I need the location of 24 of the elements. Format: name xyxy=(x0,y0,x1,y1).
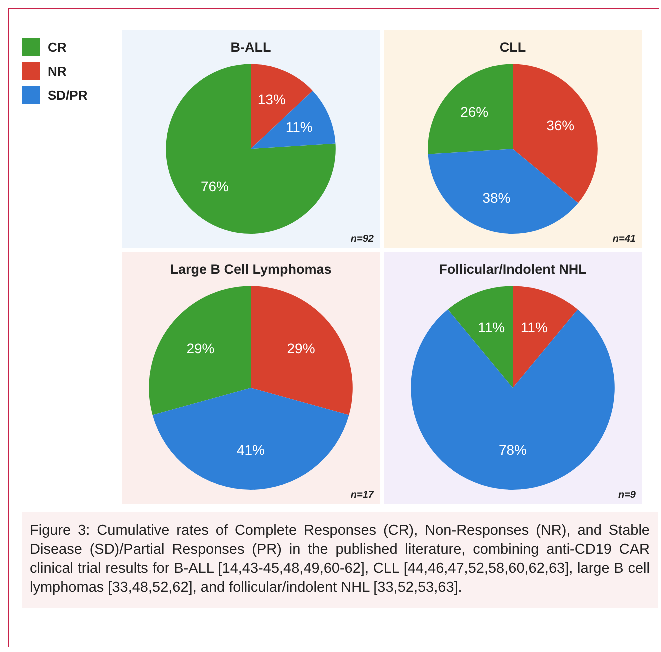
legend-label: NR xyxy=(48,64,67,78)
data-label: 11% xyxy=(520,320,548,336)
caption: Figure 3: Cumulative rates of Complete Responses (CR), Non-Responses (NR), and Stable Disease (SD)/Partial Responses (PR) in the published literature, combining anti-CD19 CAR clinical trial results for B-ALL [14,43-45,48,49,60-62], CLL [44,46,47,52,58,60,62,63], large B cell lymphomas [33,48,52,62], and follicular/indolent NHL [33,52,53,63]. xyxy=(22,512,658,608)
data-label: 38% xyxy=(482,190,511,206)
data-label: 11% xyxy=(478,320,506,336)
data-label: 29% xyxy=(186,340,215,357)
text: n=9 xyxy=(618,490,636,501)
data-label: 78% xyxy=(498,442,528,458)
data-label: 41% xyxy=(236,442,266,458)
data-label: 36% xyxy=(546,118,575,134)
data-label: 29% xyxy=(287,340,316,357)
chart-title: Follicular/Indolent NHL xyxy=(439,262,587,277)
data-label: 13% xyxy=(258,92,286,108)
text: n=92 xyxy=(350,234,374,245)
text: n=41 xyxy=(612,234,636,245)
data-label: 11% xyxy=(286,119,313,136)
legend-label: SD/PR xyxy=(48,88,88,102)
chart-title: CLL xyxy=(500,40,526,55)
legend-label: CR xyxy=(48,40,67,54)
chart-title: B-ALL xyxy=(230,40,272,55)
data-label: 26% xyxy=(460,104,489,120)
chart-title: Large B Cell Lymphomas xyxy=(170,262,332,277)
text: n=17 xyxy=(350,490,374,501)
data-label: 76% xyxy=(200,178,229,194)
